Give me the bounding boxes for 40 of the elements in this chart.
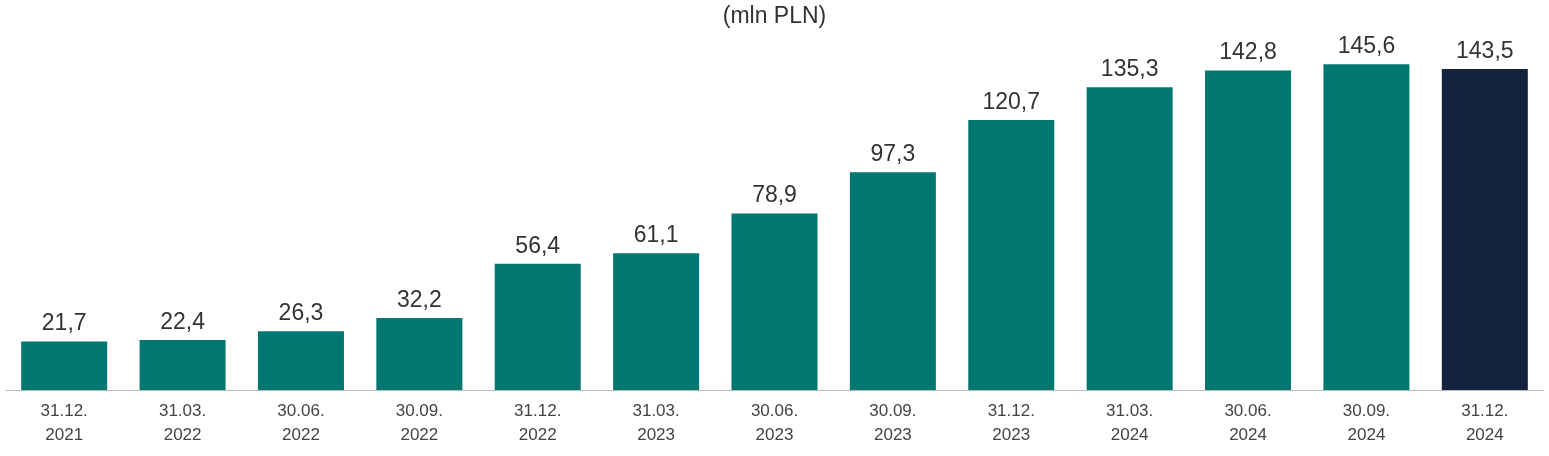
x-tick-label: 31.12. 2024 xyxy=(1461,400,1509,444)
x-tick-label: 30.09. 2022 xyxy=(395,400,443,444)
bar xyxy=(139,339,226,390)
data-label: 22,4 xyxy=(160,307,206,334)
data-label: 142,8 xyxy=(1219,38,1277,65)
x-tick-label: 31.12. 2022 xyxy=(514,400,562,444)
data-label: 97,3 xyxy=(870,140,916,167)
data-label: 56,4 xyxy=(515,231,561,258)
data-label: 145,6 xyxy=(1337,32,1396,59)
bar xyxy=(257,331,344,390)
bar xyxy=(1205,70,1292,390)
data-label: 78,9 xyxy=(752,181,797,208)
data-label: 21,7 xyxy=(41,309,87,336)
bar xyxy=(494,263,581,390)
data-label: 32,2 xyxy=(396,285,442,312)
bar xyxy=(968,119,1055,390)
bar xyxy=(731,213,818,390)
bar xyxy=(376,317,463,390)
x-tick-label: 31.03. 2022 xyxy=(158,400,207,444)
bar xyxy=(613,253,700,390)
bar xyxy=(1323,64,1410,390)
x-tick-label: 31.12. 2023 xyxy=(987,400,1035,444)
bar xyxy=(1086,87,1173,390)
data-label: 61,1 xyxy=(633,221,679,248)
x-tick-label: 30.09. 2023 xyxy=(869,400,917,444)
data-label: 143,5 xyxy=(1456,36,1514,63)
x-tick-label: 31.12. 2021 xyxy=(40,400,88,444)
data-label: 120,7 xyxy=(982,87,1041,114)
x-tick-label: 30.09. 2024 xyxy=(1342,400,1391,444)
data-label: 26,3 xyxy=(278,299,324,326)
x-tick-label: 30.06. 2024 xyxy=(1224,400,1272,444)
chart-title: (mln PLN) xyxy=(722,2,827,28)
bar xyxy=(21,341,108,390)
x-tick-label: 30.06. 2023 xyxy=(750,400,799,444)
data-label: 135,3 xyxy=(1100,55,1159,82)
x-tick-label: 31.03. 2024 xyxy=(1106,400,1154,444)
bar xyxy=(1441,68,1528,390)
bar xyxy=(849,172,936,390)
x-tick-label: 31.03. 2023 xyxy=(632,400,680,444)
x-tick-label: 30.06. 2022 xyxy=(277,400,325,444)
